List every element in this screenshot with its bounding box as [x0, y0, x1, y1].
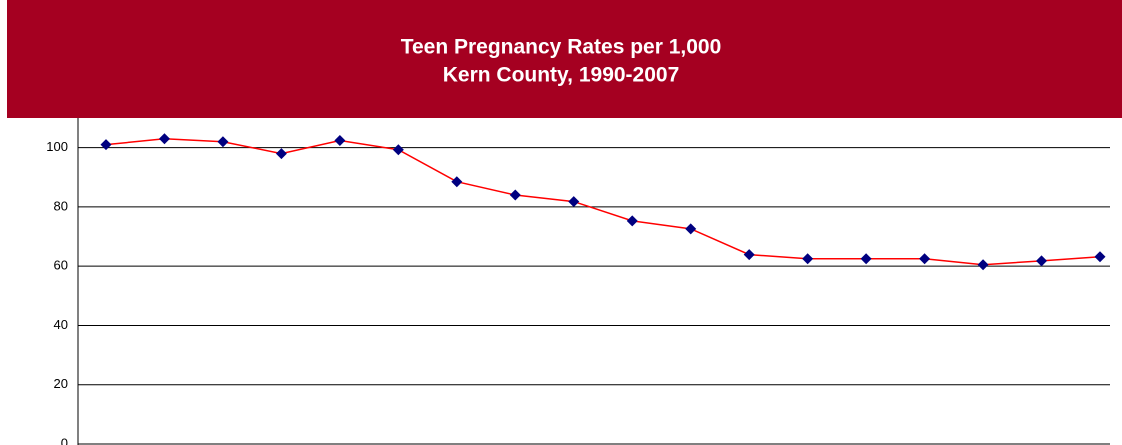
data-point: [802, 253, 814, 265]
data-point: [509, 189, 521, 201]
y-tick-label: 40: [54, 317, 68, 332]
data-line: [105, 137, 1101, 266]
data-point: [626, 215, 638, 227]
y-tick-label: 0: [61, 435, 68, 445]
data-point: [392, 144, 404, 156]
y-tick-label: 20: [54, 376, 68, 391]
data-point: [100, 139, 112, 151]
chart-title: Teen Pregnancy Rates per 1,000: [401, 36, 722, 59]
data-point: [919, 253, 931, 265]
y-tick-label: 100: [46, 139, 68, 154]
data-point: [977, 259, 989, 271]
data-point: [1036, 255, 1048, 267]
data-point: [860, 253, 872, 265]
y-tick-label: 60: [54, 258, 68, 273]
data-point: [1094, 251, 1106, 263]
chart-subtitle: Kern County, 1990-2007: [443, 64, 680, 87]
data-point: [275, 148, 287, 160]
data-point: [334, 135, 346, 147]
data-point: [158, 133, 170, 145]
title-banner: [7, 0, 1122, 118]
data-point: [743, 249, 755, 261]
data-point: [568, 196, 580, 208]
data-point: [451, 176, 463, 188]
data-point: [685, 223, 697, 235]
data-point: [217, 136, 229, 148]
y-tick-label: 80: [54, 198, 68, 213]
